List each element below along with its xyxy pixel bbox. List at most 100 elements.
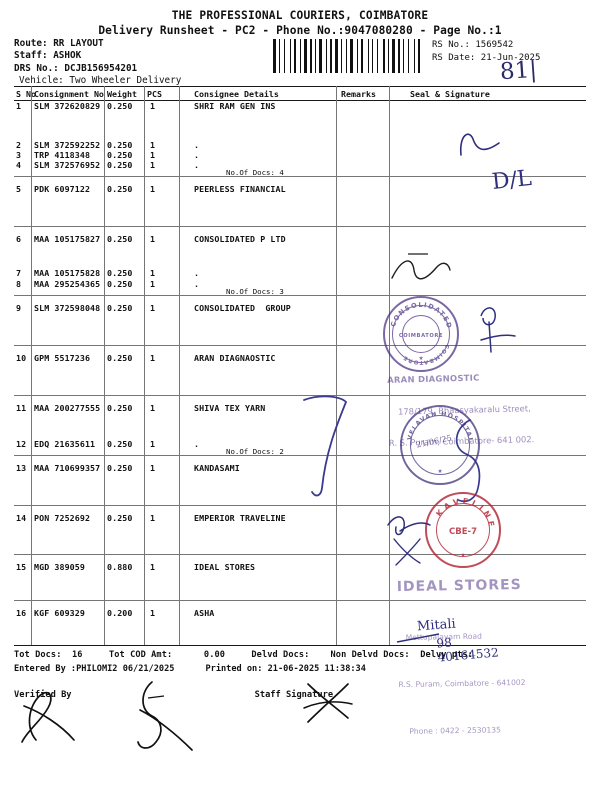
row-consignee: SHRI RAM GEN INS	[194, 101, 276, 111]
rs-date-value: 21-Jun-2025	[480, 52, 541, 63]
row-weight: 0.200	[107, 608, 133, 618]
header-meta-right: RS No.: 1569542 RS Date: 21-Jun-2025	[432, 39, 540, 64]
row-sno: 3	[16, 150, 22, 160]
footer-totals-line: Tot Docs: 16 Tot COD Amt: 0.00 Delvd Doc…	[14, 650, 586, 660]
row-consignment: PDK 6097122	[34, 184, 91, 194]
row-consignment: MGD 389059	[34, 562, 85, 572]
row-weight: 0.250	[107, 268, 133, 278]
tot-cod-label: Tot COD Amt:	[108, 650, 173, 660]
drs-value: DCJB156954201	[64, 62, 138, 74]
row-consignee: ASHA	[194, 608, 215, 618]
row-consignee: CONSOLIDATED P LTD	[194, 234, 286, 244]
entered-date: 06/21/2025	[122, 664, 175, 674]
vehicle-value: Two Wheeler Delivery	[69, 74, 182, 86]
row-weight: 0.250	[107, 184, 133, 194]
row-weight: 0.250	[107, 513, 133, 523]
footer-signature-line: Verified By Staff Signature	[14, 690, 586, 700]
row-pcs: 1	[150, 303, 156, 313]
row-sno: 15	[16, 562, 27, 572]
row-pcs: 1	[150, 608, 156, 618]
delvy-pts-label: Delvy pts:	[420, 650, 473, 660]
row-consignment: EDQ 21635611	[34, 439, 96, 449]
row-consignment: MAA 200277555	[34, 403, 101, 413]
staff-label: Staff:	[14, 50, 48, 62]
runsheet-table: S No Consignment No Weight PCS Consignee Det…	[14, 85, 586, 647]
row-sno: 6	[16, 234, 22, 244]
row-pcs: 1	[150, 463, 156, 473]
vehicle-line: Vehicle: Two Wheeler Delivery	[14, 75, 181, 87]
page-subtitle: Delivery Runsheet - PC2 - Phone No.:9047…	[98, 24, 502, 37]
row-sno: 11	[16, 403, 27, 413]
row-sno: 5	[16, 184, 22, 194]
drs-line: DRS No.: DCJB156954201	[14, 63, 181, 75]
tot-docs-value: 16	[72, 650, 83, 660]
row-sno: 1	[16, 101, 22, 111]
row-weight: 0.250	[107, 101, 133, 111]
row-sno: 9	[16, 303, 22, 313]
row-weight: 0.250	[107, 160, 133, 170]
table-column-divider	[179, 86, 180, 645]
row-consignee: IDEAL STORES	[194, 562, 256, 572]
handwritten-page-mark: 81|	[499, 56, 538, 86]
row-weight: 0.250	[107, 403, 133, 413]
row-consignment: PON 7252692	[34, 513, 91, 523]
rs-no-value: 1569542	[475, 40, 514, 50]
row-consignment: SLM 372620829	[34, 101, 101, 111]
route-label: Route:	[14, 38, 48, 49]
footer: Tot Docs: 16 Tot COD Amt: 0.00 Delvd Doc…	[14, 650, 586, 700]
row-pcs: 1	[150, 234, 156, 244]
route-value: RR LAYOUT	[53, 38, 104, 49]
entered-by-value: PHILOMI2	[76, 664, 118, 674]
table-header-consignment-no: Consignment No	[34, 89, 104, 99]
drs-label: DRS No.:	[14, 62, 59, 74]
verified-by-label: Verified By	[14, 690, 72, 700]
table-column-divider	[389, 86, 390, 645]
row-pcs: 1	[150, 268, 156, 278]
row-weight: 0.250	[107, 463, 133, 473]
table-rule	[14, 226, 586, 227]
row-weight: 0.250	[107, 234, 133, 244]
table-rule	[14, 176, 586, 177]
staff-line: Staff: ASHOK	[14, 50, 181, 62]
table-rule	[14, 345, 586, 346]
delvd-docs-label: Delvd Docs:	[251, 650, 310, 660]
row-sno: 8	[16, 279, 22, 289]
docs-count-label: No.Of Docs: 3	[226, 287, 284, 296]
rs-date-label: RS Date:	[432, 52, 476, 63]
row-sno: 13	[16, 463, 27, 473]
table-rule	[14, 455, 586, 456]
table-rule	[14, 554, 586, 555]
row-consignment: GPM 5517236	[34, 353, 91, 363]
row-sno: 10	[16, 353, 27, 363]
table-column-divider	[336, 86, 337, 645]
row-consignment: MAA 105175828	[34, 268, 101, 278]
row-pcs: 1	[150, 562, 156, 572]
row-sno: 4	[16, 160, 22, 170]
row-consignment: TRP 4118348	[34, 150, 91, 160]
table-header-s-no: S No	[16, 89, 36, 99]
barcode	[273, 39, 423, 73]
row-sno: 14	[16, 513, 27, 523]
row-consignee: SHIVA TEX YARN	[194, 403, 266, 413]
table-rule	[14, 100, 586, 102]
table-column-divider	[144, 86, 145, 645]
row-pcs: 1	[150, 150, 156, 160]
stamp-ideal-line4: Phone : 0422 - 2530135	[409, 725, 501, 736]
row-consignee: .	[194, 150, 200, 160]
table-header-weight: Weight	[107, 89, 137, 99]
row-consignment: SLM 372592252	[34, 140, 101, 150]
row-weight: 0.250	[107, 303, 133, 313]
row-consignment: SLM 372598048	[34, 303, 101, 313]
table-rule	[14, 505, 586, 506]
printed-on-value: 21-06-2025 11:38:34	[267, 664, 366, 674]
row-consignee: .	[194, 279, 200, 289]
row-consignment: MAA 105175827	[34, 234, 101, 244]
row-pcs: 1	[150, 101, 156, 111]
row-pcs: 1	[150, 403, 156, 413]
row-consignee: .	[194, 160, 200, 170]
row-consignee: .	[194, 140, 200, 150]
table-header-remarks: Remarks	[341, 89, 376, 99]
row-weight: 0.250	[107, 439, 133, 449]
row-consignee: KANDASAMI	[194, 463, 240, 473]
